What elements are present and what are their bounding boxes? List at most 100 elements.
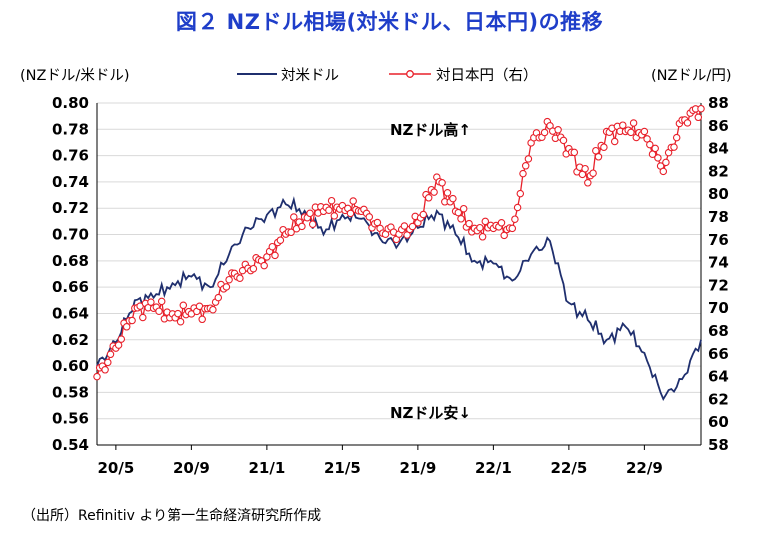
jpy-data-point xyxy=(424,194,433,202)
x-axis: 20/5 20/9 21/1 21/5 21/9 22/1 22/5 22/9 xyxy=(96,103,702,477)
x-tick-label: 20/9 xyxy=(173,459,210,477)
jpy-data-point xyxy=(683,119,692,127)
jpy-data-point xyxy=(454,208,463,217)
jpy-data-point xyxy=(308,220,317,228)
jpy-data-point xyxy=(419,210,428,219)
jpy-data-point xyxy=(697,104,705,113)
jpy-data-point xyxy=(176,317,185,326)
left-tick-label: 0.78 xyxy=(52,120,89,138)
source-note: （出所）Refinitiv より第一生命経済研究所作成 xyxy=(22,508,322,524)
right-y-axis: 88 86 84 82 80 78 76 74 72 70 68 66 64 62 60 58 xyxy=(708,94,729,454)
left-tick-label: 0.72 xyxy=(52,199,89,217)
jpy-data-point xyxy=(330,212,339,220)
x-tick-label: 22/1 xyxy=(475,459,512,477)
right-tick-label: 64 xyxy=(708,368,729,386)
jpy-data-point xyxy=(554,126,562,134)
series-lines xyxy=(93,104,705,401)
jpy-data-point xyxy=(513,203,522,212)
left-tick-label: 0.60 xyxy=(52,357,89,375)
legend: 対米ドル 対日本円（右） xyxy=(237,67,538,84)
jpy-data-point xyxy=(592,146,600,155)
jpy-data-point xyxy=(128,316,136,325)
jpy-data-point xyxy=(659,167,668,176)
x-tick-label: 20/5 xyxy=(97,459,134,477)
jpy-data-point xyxy=(476,223,484,232)
jpy-data-point xyxy=(511,215,519,223)
right-axis-unit: (NZドル/円) xyxy=(651,68,731,84)
jpy-data-point xyxy=(198,315,206,324)
right-tick-label: 68 xyxy=(708,322,729,340)
jpy-data-point xyxy=(225,275,233,284)
chart-title: 図２ NZドル相場(対米ドル、日本円)の推移 xyxy=(175,10,604,34)
jpy-data-point xyxy=(271,251,279,260)
jpy-data-point xyxy=(438,179,446,187)
left-tick-label: 0.56 xyxy=(52,410,89,428)
jpy-data-point xyxy=(209,305,217,314)
jpy-data-point xyxy=(147,298,155,306)
jpy-data-point xyxy=(122,323,131,331)
jpy-data-point xyxy=(629,119,638,127)
jpy-data-point xyxy=(325,206,333,214)
jpy-data-point xyxy=(249,264,258,273)
jpy-data-point xyxy=(570,148,579,157)
jpy-data-point xyxy=(640,127,649,136)
left-tick-label: 0.54 xyxy=(52,436,89,454)
legend-usd-label: 対米ドル xyxy=(281,67,339,84)
jpy-data-point xyxy=(298,222,306,231)
jpy-data-point xyxy=(306,209,314,218)
jpy-data-point xyxy=(408,222,417,231)
jpy-data-point xyxy=(594,153,603,161)
jpy-data-point xyxy=(101,366,109,374)
jpy-data-point xyxy=(519,169,527,178)
right-tick-label: 70 xyxy=(708,299,729,317)
jpy-data-point xyxy=(646,140,654,149)
jpy-data-point xyxy=(260,261,268,270)
jpy-data-point xyxy=(443,189,452,197)
right-tick-label: 84 xyxy=(708,140,729,158)
jpy-data-point xyxy=(449,194,457,203)
jpy-data-point xyxy=(179,301,188,310)
jpy-data-point xyxy=(500,231,508,240)
left-tick-label: 0.66 xyxy=(52,278,89,296)
right-tick-label: 80 xyxy=(708,185,729,203)
right-tick-label: 58 xyxy=(708,436,729,454)
jpy-data-point xyxy=(155,307,163,315)
jpy-data-point xyxy=(214,293,223,302)
jpy-data-point xyxy=(430,188,438,196)
jpy-data-point xyxy=(276,236,285,244)
right-tick-label: 60 xyxy=(708,413,729,431)
left-tick-label: 0.58 xyxy=(52,383,89,401)
x-tick-label: 22/9 xyxy=(626,459,663,477)
right-tick-label: 76 xyxy=(708,231,729,249)
jpy-data-point xyxy=(104,358,112,367)
jpy-data-point xyxy=(222,283,231,291)
gridlines xyxy=(97,102,701,446)
right-tick-label: 86 xyxy=(708,117,729,135)
x-tick-label: 21/5 xyxy=(324,459,361,477)
jpy-data-point xyxy=(559,136,568,145)
jpy-data-point xyxy=(672,133,681,142)
jpy-data-point xyxy=(662,158,670,167)
jpy-data-point xyxy=(524,155,533,163)
jpy-data-point xyxy=(174,309,182,318)
right-tick-label: 78 xyxy=(708,208,729,226)
left-tick-label: 0.70 xyxy=(52,226,89,244)
x-tick-label: 22/5 xyxy=(550,459,587,477)
jpy-data-point xyxy=(327,196,336,205)
jpy-data-point xyxy=(93,372,101,381)
right-tick-label: 66 xyxy=(708,345,729,363)
jpy-data-point xyxy=(619,121,627,129)
jpy-data-point xyxy=(290,213,298,221)
jpy-data-point xyxy=(584,179,592,187)
jpy-data-point xyxy=(694,113,703,122)
left-tick-label: 0.68 xyxy=(52,252,89,270)
jpy-data-point xyxy=(600,143,608,151)
annotation-low: NZドル安↓ xyxy=(390,404,471,422)
jpy-data-point xyxy=(654,154,662,162)
jpy-data-point xyxy=(365,213,374,221)
jpy-data-point xyxy=(268,242,277,251)
jpy-data-point xyxy=(373,218,382,227)
jpy-data-point xyxy=(139,313,147,322)
annotation-high: NZドル高↑ xyxy=(390,121,471,139)
